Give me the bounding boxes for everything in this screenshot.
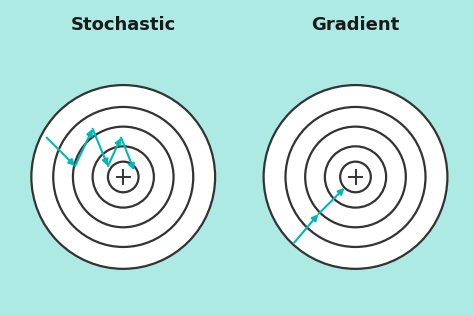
Circle shape — [31, 85, 215, 269]
Circle shape — [305, 127, 406, 227]
Circle shape — [73, 127, 173, 227]
Circle shape — [325, 146, 386, 208]
Circle shape — [92, 146, 154, 208]
Text: Stochastic: Stochastic — [71, 16, 176, 34]
Text: Gradient: Gradient — [311, 16, 400, 34]
Circle shape — [340, 162, 371, 192]
Circle shape — [53, 107, 193, 247]
Circle shape — [264, 85, 447, 269]
Circle shape — [285, 107, 426, 247]
Circle shape — [108, 162, 138, 192]
